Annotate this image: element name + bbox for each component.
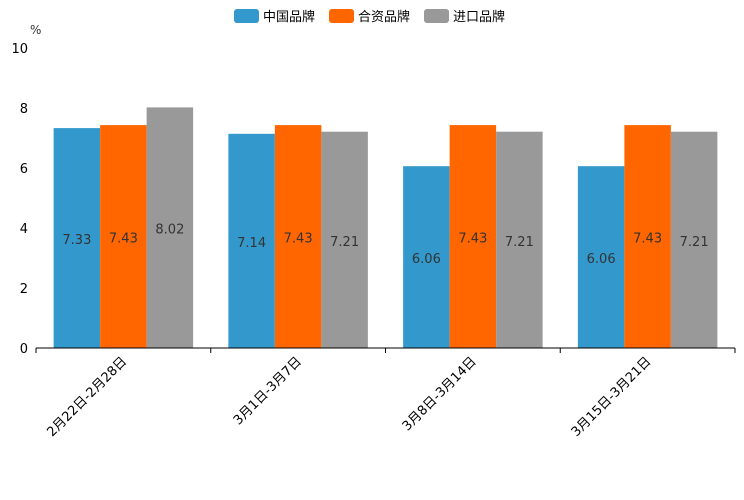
y-axis-unit-label: %	[30, 23, 41, 37]
x-axis-ticks: 2月22日-2月28日 3月1日-3月7日 3月8日-3月14日 3月15日-3月21…	[35, 348, 736, 440]
bar	[146, 107, 194, 349]
y-tick-label: 6	[20, 162, 28, 177]
legend-swatch	[424, 9, 449, 23]
legend-label: 合资品牌	[358, 9, 410, 25]
legend: 中国品牌 合资品牌 进口品牌	[234, 9, 505, 25]
y-tick-label: 8	[20, 102, 28, 117]
bar-value-label: 6.06	[587, 252, 616, 267]
bar	[624, 125, 671, 348]
bar-value-label: 8.02	[155, 223, 184, 238]
legend-swatch	[234, 9, 259, 23]
bar	[403, 166, 450, 348]
bar	[321, 131, 368, 348]
bar-value-label: 7.43	[633, 232, 662, 247]
bar	[274, 125, 322, 348]
y-tick-label: 10	[11, 42, 28, 57]
y-axis-ticks: 0 2 4 6 8 10	[11, 42, 28, 357]
y-tick-label: 0	[20, 342, 28, 357]
bar-value-label: 7.43	[458, 232, 487, 247]
bar-value-label: 7.33	[62, 233, 91, 248]
bar	[449, 125, 497, 348]
data-labels: 7.33 7.43 8.02 7.14 7.43 7.21 6.06 7.43 7.21 6.06…	[62, 223, 708, 267]
legend-swatch	[329, 9, 354, 23]
bar-value-label: 7.21	[330, 235, 359, 250]
x-category-label: 3月15日-3月21日	[569, 354, 655, 440]
x-category-label: 3月8日-3月14日	[400, 354, 480, 434]
legend-label: 进口品牌	[453, 9, 505, 25]
bar-value-label: 7.14	[237, 236, 266, 251]
bar	[670, 131, 718, 348]
bar	[228, 133, 275, 348]
bar-value-label: 7.43	[109, 232, 138, 247]
bars	[53, 107, 718, 349]
bar-value-label: 7.21	[680, 235, 709, 250]
y-tick-label: 2	[20, 282, 28, 297]
bar	[577, 166, 625, 348]
x-category-label: 2月22日-2月28日	[44, 354, 130, 440]
legend-label: 中国品牌	[263, 9, 315, 25]
bar	[53, 128, 101, 348]
x-category-label: 3月1日-3月7日	[231, 354, 305, 428]
bar-value-label: 6.06	[412, 252, 441, 267]
bar	[496, 131, 543, 348]
bar-value-label: 7.21	[505, 235, 534, 250]
bar-value-label: 7.43	[284, 232, 313, 247]
y-tick-label: 4	[20, 222, 28, 237]
bar	[100, 125, 147, 348]
